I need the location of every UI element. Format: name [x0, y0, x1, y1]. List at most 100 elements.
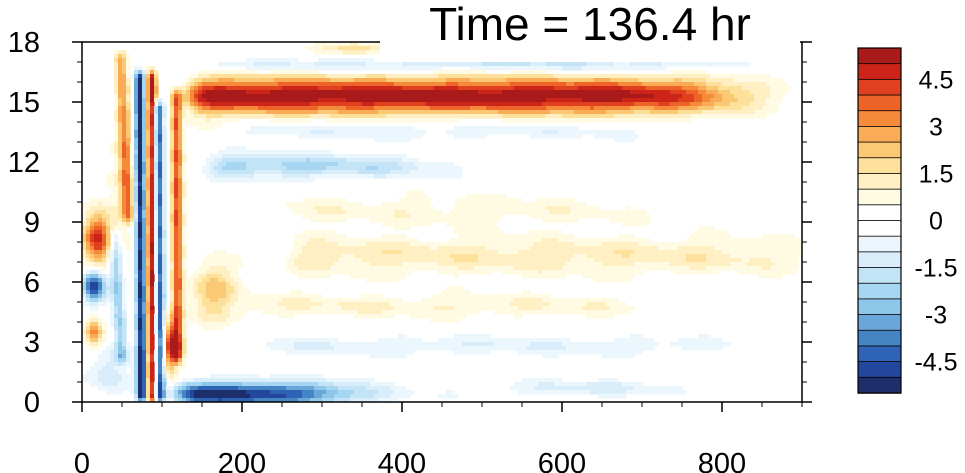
heatmap-cell: [154, 70, 159, 75]
heatmap-cell: [146, 158, 151, 163]
heatmap-cell: [490, 250, 495, 255]
heatmap-cell: [126, 178, 131, 183]
heatmap-cell: [354, 206, 359, 211]
heatmap-cell: [502, 114, 507, 119]
heatmap-cell: [142, 102, 147, 107]
heatmap-cell: [186, 102, 191, 107]
heatmap-cell: [394, 126, 399, 131]
heatmap-cell: [154, 118, 159, 123]
heatmap-cell: [426, 90, 431, 95]
heatmap-cell: [278, 110, 283, 115]
heatmap-cell: [370, 250, 375, 255]
heatmap-cell: [182, 98, 187, 103]
heatmap-cell: [110, 174, 115, 179]
heatmap-cell: [466, 102, 471, 107]
heatmap-cell: [366, 102, 371, 107]
heatmap-cell: [318, 102, 323, 107]
heatmap-cell: [322, 150, 327, 155]
heatmap-cell: [322, 162, 327, 167]
heatmap-cell: [410, 238, 415, 243]
heatmap-cell: [526, 66, 531, 71]
heatmap-cell: [346, 58, 351, 63]
heatmap-cell: [618, 138, 623, 143]
heatmap-cell: [382, 254, 387, 259]
heatmap-cell: [650, 114, 655, 119]
heatmap-cell: [530, 234, 535, 239]
heatmap-cell: [290, 90, 295, 95]
heatmap-cell: [466, 226, 471, 231]
heatmap-cell: [318, 126, 323, 131]
heatmap-cell: [174, 202, 179, 207]
heatmap-cell: [542, 230, 547, 235]
heatmap-cell: [406, 194, 411, 199]
heatmap-cell: [478, 114, 483, 119]
heatmap-cell: [374, 42, 379, 47]
heatmap-cell: [738, 94, 743, 99]
heatmap-cell: [230, 174, 235, 179]
heatmap-cell: [582, 62, 587, 67]
heatmap-cell: [186, 114, 191, 119]
heatmap-cell: [114, 242, 119, 247]
heatmap-cell: [618, 118, 623, 123]
heatmap-cell: [734, 102, 739, 107]
heatmap-cell: [422, 254, 427, 259]
heatmap-cell: [282, 94, 287, 99]
heatmap-cell: [142, 178, 147, 183]
heatmap-cell: [394, 166, 399, 171]
heatmap-cell: [518, 74, 523, 79]
heatmap-cell: [302, 114, 307, 119]
heatmap-cell: [202, 110, 207, 115]
heatmap-cell: [686, 74, 691, 79]
heatmap-cell: [634, 214, 639, 219]
heatmap-cell: [330, 158, 335, 163]
heatmap-cell: [150, 226, 155, 231]
heatmap-cell: [382, 90, 387, 95]
heatmap-cell: [598, 114, 603, 119]
heatmap-cell: [346, 134, 351, 139]
heatmap-cell: [370, 82, 375, 87]
heatmap-cell: [434, 86, 439, 91]
heatmap-cell: [638, 246, 643, 251]
heatmap-cell: [530, 70, 535, 75]
heatmap-cell: [138, 126, 143, 131]
heatmap-cell: [110, 198, 115, 203]
heatmap-cell: [362, 242, 367, 247]
heatmap-cell: [282, 66, 287, 71]
heatmap-cell: [382, 242, 387, 247]
heatmap-cell: [370, 78, 375, 83]
heatmap-cell: [558, 130, 563, 135]
heatmap-cell: [262, 82, 267, 87]
heatmap-cell: [350, 162, 355, 167]
heatmap-cell: [150, 102, 155, 107]
heatmap-cell: [474, 254, 479, 259]
heatmap-cell: [618, 74, 623, 79]
heatmap-cell: [394, 214, 399, 219]
heatmap-cell: [398, 86, 403, 91]
heatmap-cell: [238, 90, 243, 95]
heatmap-cell: [642, 218, 647, 223]
heatmap-cell: [550, 74, 555, 79]
heatmap-cell: [638, 106, 643, 111]
heatmap-cell: [118, 110, 123, 115]
heatmap-cell: [282, 110, 287, 115]
heatmap-cell: [130, 178, 135, 183]
heatmap-cell: [346, 94, 351, 99]
heatmap-cell: [690, 250, 695, 255]
heatmap-cell: [138, 138, 143, 143]
heatmap-cell: [578, 62, 583, 67]
heatmap-cell: [242, 70, 247, 75]
heatmap-cell: [410, 206, 415, 211]
heatmap-cell: [414, 62, 419, 67]
heatmap-cell: [726, 74, 731, 79]
heatmap-cell: [150, 198, 155, 203]
heatmap-cell: [566, 86, 571, 91]
heatmap-cell: [158, 190, 163, 195]
heatmap-cell: [134, 250, 139, 255]
heatmap-cell: [94, 246, 99, 251]
heatmap-cell: [122, 98, 127, 103]
heatmap-cell: [598, 106, 603, 111]
heatmap-cell: [326, 130, 331, 135]
heatmap-cell: [142, 222, 147, 227]
heatmap-cell: [626, 66, 631, 71]
heatmap-cell: [110, 194, 115, 199]
